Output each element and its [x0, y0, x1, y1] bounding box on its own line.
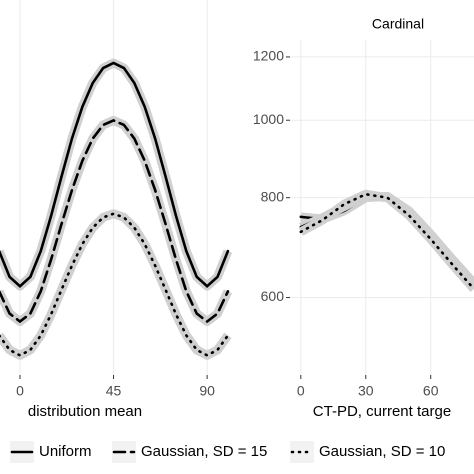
x-tick-label: 90: [199, 383, 215, 399]
chart-title: Cardinal: [372, 16, 424, 32]
x-axis-label: distribution mean: [28, 403, 142, 420]
legend-key: [290, 441, 314, 463]
series-halo: [299, 191, 474, 290]
y-tick-label: 800: [261, 188, 285, 204]
x-tick-label: 60: [423, 383, 439, 399]
legend-label: Uniform: [39, 443, 92, 460]
x-tick-label: 30: [358, 383, 374, 399]
x-tick-label: 45: [106, 383, 122, 399]
x-axis-label: CT-PD, current targe: [313, 403, 451, 420]
legend-label: Gaussian, SD = 15: [141, 443, 267, 460]
x-tick-label: 0: [16, 383, 24, 399]
series-line: [0, 61, 230, 288]
y-tick-label: 600: [261, 288, 285, 304]
series-line: [299, 194, 474, 288]
y-tick-label: 1200: [253, 48, 284, 64]
series-halo: [300, 191, 474, 287]
series-line: [0, 118, 230, 324]
x-tick-label: 0: [297, 383, 305, 399]
series-line: [299, 195, 474, 285]
y-tick-label: 1000: [253, 111, 284, 127]
series-line: [299, 192, 474, 291]
series-line: [0, 212, 230, 357]
legend-label: Gaussian, SD = 10: [319, 443, 445, 460]
series-halo: [298, 189, 474, 292]
